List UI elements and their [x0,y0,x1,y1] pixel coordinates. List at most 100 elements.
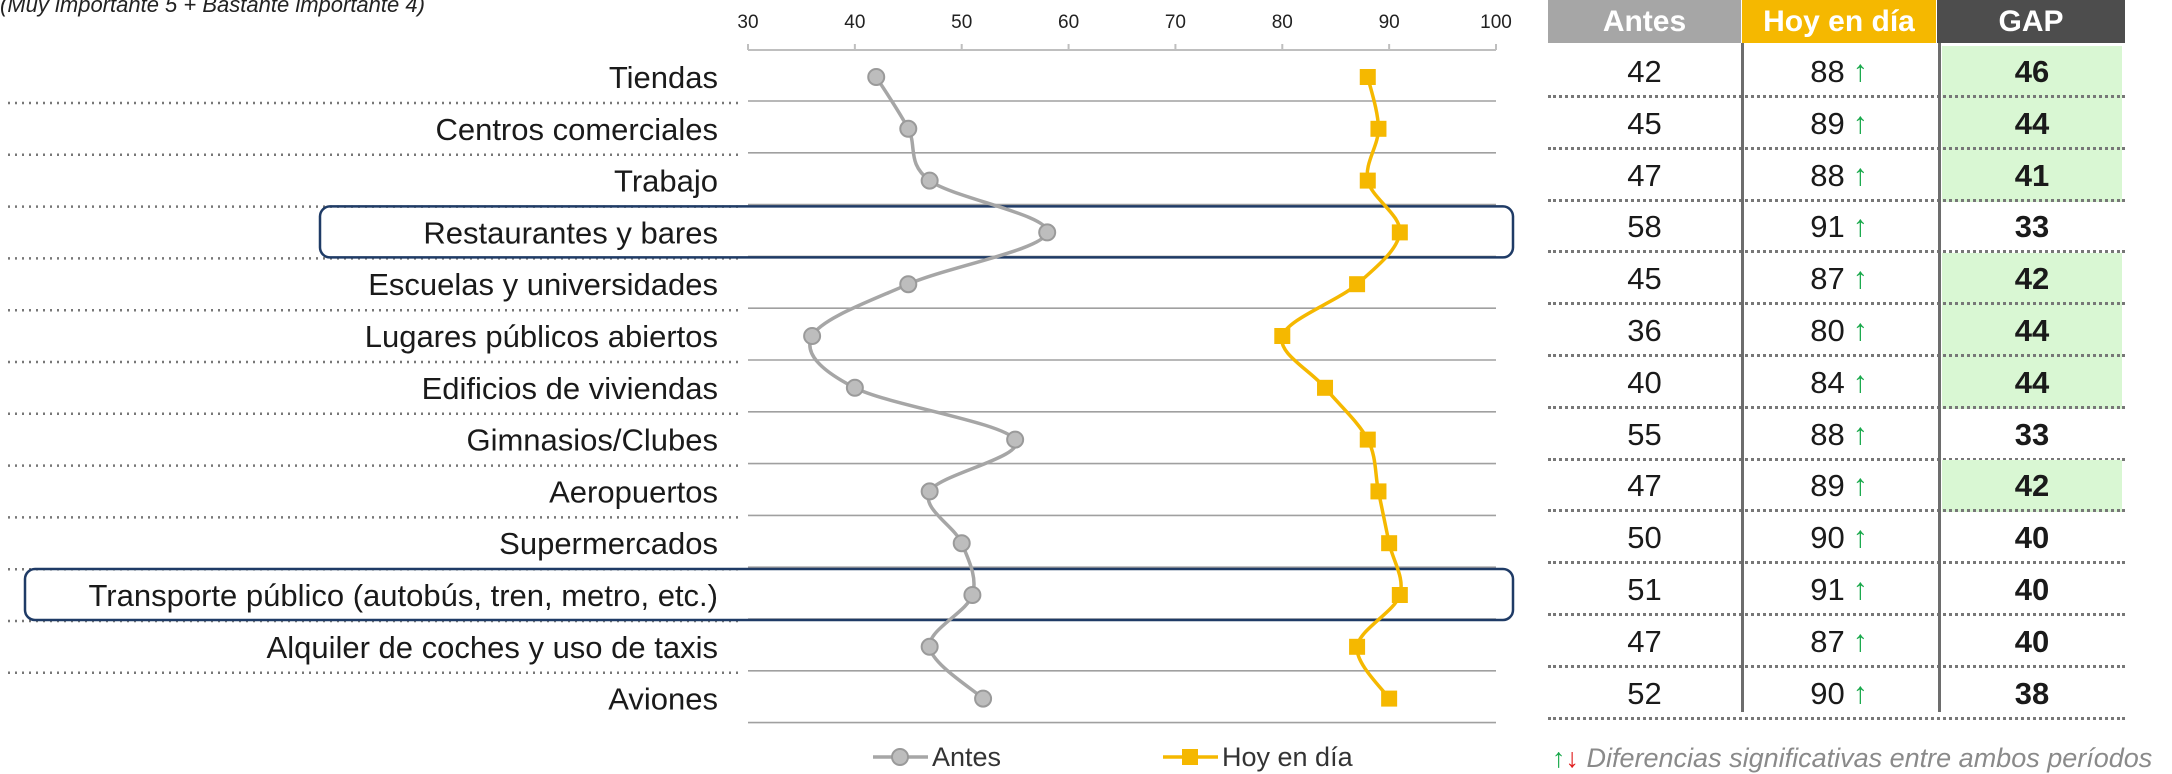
cell-hoy-value: 80 [1810,313,1845,348]
data-point-antes [963,586,982,604]
cell-hoy-en-dia: 89 ↑ [1742,460,1936,512]
table-row: 47 88 ↑ 41 [1548,149,2125,202]
data-point-hoy-en-dia [1391,587,1408,603]
arrow-up-icon: ↑ [1852,262,1868,296]
table-row: 45 87 ↑ 42 [1548,253,2125,306]
table-row: 55 88 ↑ 33 [1548,409,2125,461]
cell-hoy-value: 91 [1810,572,1845,607]
cell-hoy-en-dia: 91 ↑ [1742,201,1936,253]
highlight-box [23,567,1515,622]
cell-hoy-en-dia: 84 ↑ [1742,357,1936,409]
cell-hoy-value: 87 [1810,623,1845,659]
cell-antes: 36 [1627,313,1662,348]
cell-hoy-en-dia: 88 ↑ [1742,150,1936,202]
cell-hoy-value: 89 [1810,468,1845,504]
arrow-up-icon: ↑ [1852,365,1868,399]
arrow-up-icon: ↑ [1852,210,1868,244]
cell-gap: 33 [2014,416,2050,452]
row-separator [1548,613,2125,616]
cell-hoy-value: 91 [1810,209,1845,245]
row-separator [1548,664,2125,668]
row-separator [1548,250,2125,254]
arrow-up-icon: ↑ [1852,417,1868,451]
x-tick-label: 90 [1379,12,1400,33]
data-point-hoy-en-dia [1349,638,1366,655]
cell-hoy-en-dia: 87 ↑ [1742,616,1936,668]
x-tick-label: 100 [1480,12,1512,33]
data-point-antes [974,689,993,708]
row-separator [1548,405,2125,409]
data-point-hoy-en-dia [1381,535,1398,552]
table-row: 47 89 ↑ 42 [1548,460,2125,513]
cell-antes: 47 [1627,468,1662,504]
cell-hoy-value: 90 [1810,675,1845,711]
arrow-up-icon: ↑ [1852,158,1868,192]
table-row: 40 84 ↑ 44 [1548,356,2125,409]
series-markers [803,68,1408,708]
highlight-boxes [23,205,1515,622]
x-tick-label: 70 [1165,12,1186,33]
cell-gap: 44 [1942,97,2122,150]
header-antes: Antes [1548,0,1741,43]
cell-hoy-en-dia: 88 ↑ [1742,46,1936,98]
row-separator [1548,457,2125,461]
cell-hoy-en-dia: 90 ↑ [1742,668,1936,720]
category-label: Escuelas y universidades [368,267,718,302]
series-lines [808,76,1403,700]
x-tick-label: 30 [737,12,758,33]
category-label: Trabajo [614,164,718,199]
row-separator [1548,509,2125,513]
arrow-up-icon: ↑ [1852,676,1868,710]
table-row: 51 91 ↑ 40 [1548,564,2125,616]
cell-hoy-value: 90 [1810,520,1845,556]
category-label: Restaurantes y bares [423,215,718,250]
header-gap: GAP [1937,0,2125,43]
data-point-antes [899,275,918,294]
cell-hoy-value: 88 [1810,157,1845,193]
data-point-hoy-en-dia [1381,690,1398,707]
row-separator [1548,146,2125,150]
cell-gap: 33 [2014,209,2050,245]
cell-gap: 42 [1942,253,2122,306]
data-point-antes [867,68,886,86]
category-label: Tiendas [609,60,718,95]
legend-label-antes: Antes [932,742,1001,772]
footnote-text: Diferencias significativas entre ambos p… [1586,743,2153,773]
row-separator [1548,561,2125,565]
data-point-hoy-en-dia [1370,120,1387,137]
arrow-up-icon: ↑ [1852,521,1868,555]
data-point-hoy-en-dia [1359,431,1376,448]
cell-antes: 50 [1627,520,1662,556]
cell-gap: 38 [2014,675,2050,711]
x-tick-label: 60 [1058,12,1079,33]
table-row: 42 88 ↑ 46 [1548,46,2125,98]
category-label: Supermercados [499,526,718,561]
cell-hoy-en-dia: 89 ↑ [1742,98,1936,150]
row-separator [1548,354,2125,357]
cell-antes: 42 [1627,54,1662,89]
cell-gap: 46 [1942,46,2122,98]
category-label: Centros comerciales [435,112,718,147]
data-point-hoy-en-dia [1359,172,1376,189]
data-point-antes [952,534,971,553]
data-point-antes [1006,430,1025,449]
table-row: 36 80 ↑ 44 [1548,305,2125,357]
data-point-antes [1038,223,1057,242]
x-tick-label: 80 [1272,12,1293,33]
cell-gap: 40 [2014,520,2050,556]
row-separator [1548,198,2125,202]
category-label: Alquiler de coches y uso de taxis [267,630,718,665]
cell-antes: 52 [1627,675,1662,711]
data-point-hoy-en-dia [1370,483,1387,500]
arrow-up-icon: ↑ [1852,55,1868,88]
data-point-antes [899,119,918,138]
data-point-hoy-en-dia [1274,328,1291,344]
x-tick-label: 50 [951,12,972,33]
cell-hoy-value: 89 [1810,105,1845,141]
cell-antes: 47 [1627,623,1662,659]
cell-gap: 40 [2014,572,2050,607]
table-divider [1938,43,1941,712]
data-point-hoy-en-dia [1391,224,1408,241]
category-label: Lugares públicos abiertos [365,319,718,354]
legend-marker-hoy-en-dia [1182,749,1198,765]
